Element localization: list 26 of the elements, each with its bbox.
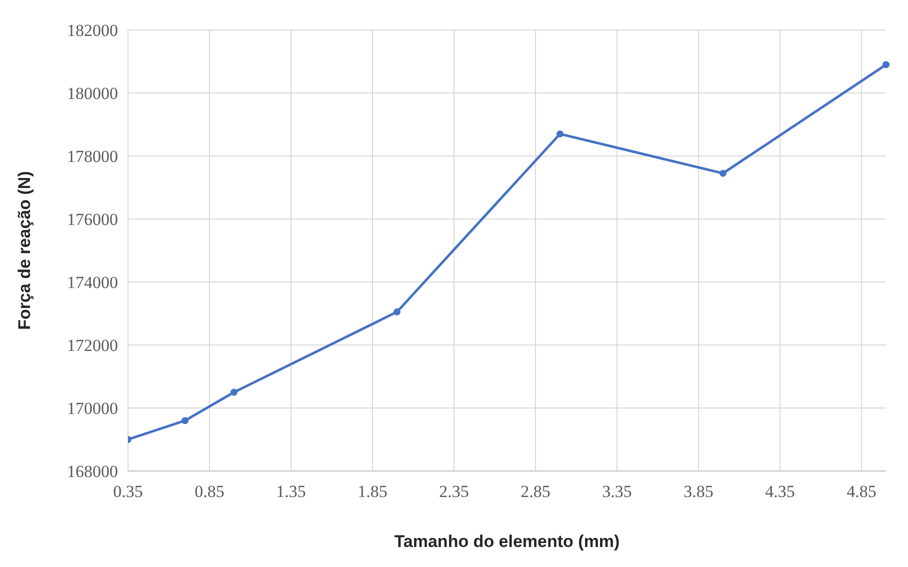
point	[719, 170, 726, 177]
y-tick-label: 180000	[67, 84, 118, 103]
x-tick-label: 2.85	[520, 482, 550, 501]
y-tick-label: 176000	[67, 210, 118, 229]
x-tick-label: 4.35	[765, 482, 795, 501]
point	[182, 417, 189, 424]
point	[230, 388, 238, 396]
x-tick-label: 1.35	[276, 482, 306, 501]
point	[393, 308, 400, 316]
x-tick-label: 1.85	[358, 482, 388, 501]
y-tick-label: 168000	[67, 462, 118, 481]
y-tick-label: 172000	[67, 336, 118, 355]
x-tick-label: 2.35	[439, 482, 469, 501]
x-tick-label: 4.85	[846, 482, 876, 501]
y-tick-label: 178000	[67, 147, 118, 166]
x-tick-label: 3.85	[684, 482, 714, 501]
x-axis-title: Tamanho do elemento (mm)	[394, 532, 620, 551]
x-tick-label: 3.35	[602, 482, 632, 501]
point	[882, 61, 890, 68]
x-tick-label: 0.35	[113, 482, 143, 501]
y-tick-label: 170000	[67, 399, 118, 418]
point	[556, 130, 564, 138]
y-axis-title: Força de reação (N)	[15, 171, 34, 330]
y-tick-label: 174000	[67, 273, 118, 292]
x-tick-label: 0.85	[194, 482, 224, 501]
y-tick-label: 182000	[67, 21, 118, 40]
